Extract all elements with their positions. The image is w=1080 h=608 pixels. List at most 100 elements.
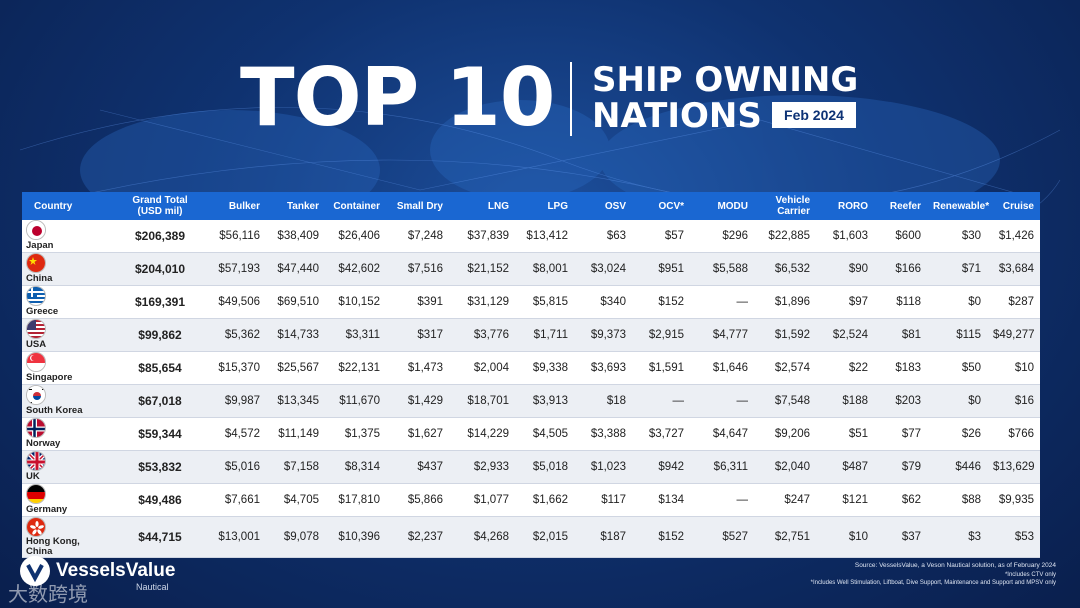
value-cell: $4,705 [266, 483, 325, 517]
value-cell: $2,524 [816, 318, 874, 352]
value-cell: $8,001 [515, 252, 574, 286]
value-cell: $5,866 [386, 483, 449, 517]
country-cell: Greece [22, 285, 114, 319]
value-cell: $38,409 [266, 220, 325, 253]
value-cell: — [690, 285, 754, 319]
value-cell: $1,375 [325, 417, 386, 451]
table-row: Japan $206,389 $56,116 $38,409 $26,406 $7,248… [22, 220, 1040, 253]
germany-flag-icon [26, 484, 46, 504]
value-cell: $10,152 [325, 285, 386, 319]
value-cell: $188 [816, 384, 874, 418]
value-cell: $183 [874, 351, 927, 385]
value-cell: $527 [690, 516, 754, 558]
value-cell: $49,506 [206, 285, 266, 319]
usa-flag-icon [26, 319, 46, 339]
table-row: Hong Kong, China $44,715 $13,001 $9,078 $10,… [22, 516, 1040, 558]
value-cell: $1,627 [386, 417, 449, 451]
value-cell: $81 [874, 318, 927, 352]
value-cell: $5,016 [206, 450, 266, 484]
value-cell: $166 [874, 252, 927, 286]
title-divider [570, 62, 572, 136]
value-cell: $134 [632, 483, 690, 517]
table-body: Japan $206,389 $56,116 $38,409 $26,406 $7,248… [22, 220, 1040, 558]
value-cell: $2,040 [754, 450, 816, 484]
country-name: Greece [26, 305, 59, 317]
value-cell: $6,532 [754, 252, 816, 286]
col-header: Renewable* [927, 192, 989, 220]
value-cell: $1,023 [574, 450, 632, 484]
value-cell: $2,933 [449, 450, 515, 484]
table-row: China $204,010 $57,193 $47,440 $42,602 $7,516… [22, 252, 1040, 286]
value-cell: $2,751 [754, 516, 816, 558]
value-cell: $7,158 [266, 450, 325, 484]
value-cell: $1,591 [632, 351, 690, 385]
value-cell: $22,131 [325, 351, 386, 385]
value-cell: $13,412 [515, 220, 574, 253]
grand-total-cell: $85,654 [114, 351, 206, 385]
value-cell: $50 [927, 351, 987, 385]
value-cell: $13,345 [266, 384, 325, 418]
country-name: Germany [26, 503, 68, 515]
value-cell: $25,567 [266, 351, 325, 385]
value-cell: $9,935 [987, 483, 1040, 517]
country-cell: Germany [22, 483, 114, 517]
value-cell: $3,684 [987, 252, 1040, 286]
value-cell: $30 [927, 220, 987, 253]
value-cell: $11,149 [266, 417, 325, 451]
value-cell: $11,670 [325, 384, 386, 418]
country-name: Norway [26, 437, 61, 449]
country-cell: Japan [22, 220, 114, 253]
value-cell: $7,516 [386, 252, 449, 286]
country-cell: China [22, 252, 114, 286]
value-cell: $37,839 [449, 220, 515, 253]
value-cell: $0 [927, 285, 987, 319]
title-ship-owning: SHIP OWNING [592, 60, 859, 100]
value-cell: $5,362 [206, 318, 266, 352]
value-cell: $3,024 [574, 252, 632, 286]
value-cell: $4,572 [206, 417, 266, 451]
value-cell: $31,129 [449, 285, 515, 319]
value-cell: $4,647 [690, 417, 754, 451]
value-cell: $17,810 [325, 483, 386, 517]
col-header: Tanker [266, 192, 325, 220]
ship-owning-table: Country Grand Total (USD mil) Bulker Tan… [22, 192, 1040, 558]
logo-sub: Nautical [136, 582, 169, 592]
country-cell: South Korea [22, 384, 114, 418]
country-cell: Hong Kong, China [22, 516, 114, 558]
table-header-row: Country Grand Total (USD mil) Bulker Tan… [22, 192, 1040, 220]
country-name: Japan [26, 239, 54, 251]
value-cell: $1,646 [690, 351, 754, 385]
title-top10: TOP 10 [240, 51, 555, 144]
table-row: Greece $169,391 $49,506 $69,510 $10,152 $391 $… [22, 285, 1040, 319]
logo-name: VesselsValue [56, 560, 176, 581]
value-cell: $62 [874, 483, 927, 517]
value-cell: $10 [816, 516, 874, 558]
value-cell: $57 [632, 220, 690, 253]
col-header: Container [325, 192, 386, 220]
greece-flag-icon [26, 286, 46, 306]
value-cell: $37 [874, 516, 927, 558]
country-cell: UK [22, 450, 114, 484]
value-cell: $5,018 [515, 450, 574, 484]
col-header: Cruise [987, 192, 1040, 220]
title-nations: NATIONS [592, 96, 762, 136]
value-cell: $51 [816, 417, 874, 451]
grand-total-cell: $59,344 [114, 417, 206, 451]
value-cell: $446 [927, 450, 987, 484]
value-cell: $3,388 [574, 417, 632, 451]
value-cell: — [690, 483, 754, 517]
country-name: Hong Kong, China [26, 536, 80, 557]
col-header: Grand Total (USD mil) [114, 192, 206, 220]
value-cell: $1,592 [754, 318, 816, 352]
col-header: MODU [690, 192, 754, 220]
value-cell: $2,004 [449, 351, 515, 385]
value-cell: $97 [816, 285, 874, 319]
value-cell: $14,229 [449, 417, 515, 451]
country-name: UK [26, 470, 40, 482]
value-cell: $56,116 [206, 220, 266, 253]
value-cell: $766 [987, 417, 1040, 451]
value-cell: $18,701 [449, 384, 515, 418]
value-cell: $1,429 [386, 384, 449, 418]
value-cell: — [632, 384, 690, 418]
value-cell: $3,776 [449, 318, 515, 352]
